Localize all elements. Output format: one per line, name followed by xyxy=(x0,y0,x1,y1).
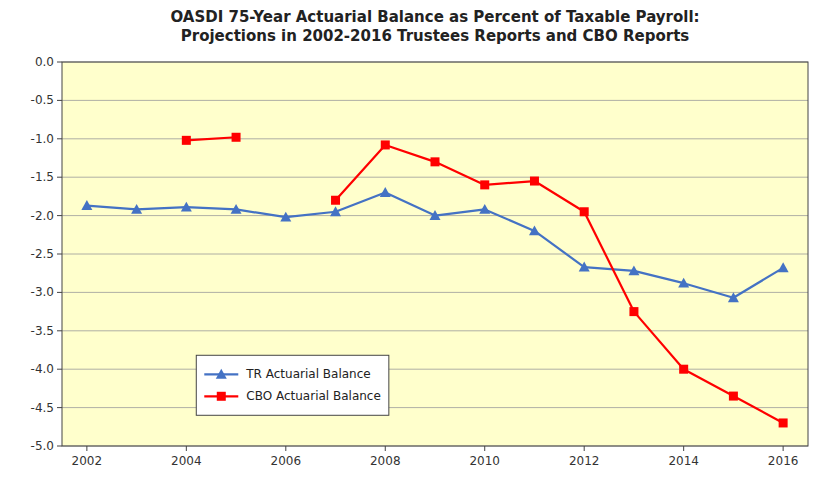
y-tick xyxy=(57,369,62,370)
y-tick-label: -2.0 xyxy=(31,209,54,223)
title-line: OASDI 75-Year Actuarial Balance as Perce… xyxy=(170,8,699,26)
point-marker xyxy=(232,133,241,142)
axes: 0.0 -0.5 -1.0 -1.5 -2.0 -2.5 -3.0 -3.5 -4.0 -4.5 -… xyxy=(31,55,808,468)
grid-line xyxy=(62,369,808,370)
y-tick xyxy=(57,100,62,101)
y-tick xyxy=(57,407,62,408)
legend-item: CBO Actuarial Balance xyxy=(204,389,381,403)
point-marker xyxy=(479,204,490,214)
legend: TR Actuarial Balance CBO Actuarial Balanc… xyxy=(196,355,389,415)
x-tick xyxy=(385,446,386,451)
series xyxy=(182,133,788,428)
y-tick-label: -1.5 xyxy=(31,170,54,184)
point-marker xyxy=(778,262,789,272)
point-marker xyxy=(580,207,589,216)
x-tick xyxy=(783,446,784,451)
x-tick xyxy=(285,446,286,451)
point-marker xyxy=(530,177,539,186)
x-tick-label: 2004 xyxy=(171,454,202,468)
x-tick-label: 2010 xyxy=(469,454,500,468)
title-line: Projections in 2002-2016 Trustees Report… xyxy=(181,27,690,45)
series xyxy=(81,187,788,302)
y-tick xyxy=(57,330,62,331)
point-marker xyxy=(679,365,688,374)
x-tick-label: 2008 xyxy=(370,454,401,468)
y-tick xyxy=(57,254,62,255)
grid-line xyxy=(62,254,808,255)
x-tick xyxy=(683,446,684,451)
y-tick xyxy=(57,446,62,447)
point-marker xyxy=(579,262,590,272)
y-tick-label: -2.5 xyxy=(31,247,54,261)
point-marker xyxy=(181,202,192,212)
point-marker xyxy=(280,212,291,222)
title: OASDI 75-Year Actuarial Balance as Perce… xyxy=(170,8,699,45)
grid-line xyxy=(62,330,808,331)
point-marker xyxy=(779,418,788,427)
point-marker xyxy=(728,292,739,302)
chart: OASDI 75-Year Actuarial Balance as Perce… xyxy=(0,0,822,482)
point-marker xyxy=(480,180,489,189)
legend-marker xyxy=(216,369,227,379)
y-tick-label: -4.0 xyxy=(31,362,54,376)
y-tick-label: -3.0 xyxy=(31,285,54,299)
point-marker xyxy=(629,307,638,316)
point-marker xyxy=(231,204,242,214)
x-tick-label: 2002 xyxy=(72,454,103,468)
x-tick-label: 2012 xyxy=(569,454,600,468)
point-marker xyxy=(628,265,639,275)
point-marker xyxy=(81,200,92,210)
x-tick-label: 2016 xyxy=(768,454,799,468)
x-tick xyxy=(186,446,187,451)
point-marker xyxy=(330,206,341,216)
x-tick xyxy=(484,446,485,451)
legend-label: CBO Actuarial Balance xyxy=(246,389,381,403)
grid-line xyxy=(62,292,808,293)
data-area xyxy=(81,133,788,428)
legend-box xyxy=(196,355,389,415)
y-tick xyxy=(57,62,62,63)
point-marker xyxy=(380,187,391,197)
series-line xyxy=(186,137,236,140)
y-tick xyxy=(57,292,62,293)
legend-label: TR Actuarial Balance xyxy=(245,367,370,381)
point-marker xyxy=(131,204,142,214)
point-marker xyxy=(430,210,441,220)
plot-frame xyxy=(62,62,808,446)
x-tick xyxy=(584,446,585,451)
y-tick-label: -4.5 xyxy=(31,401,54,415)
y-tick xyxy=(57,138,62,139)
y-tick-label: -3.5 xyxy=(31,324,54,338)
x-tick-label: 2006 xyxy=(271,454,302,468)
point-marker xyxy=(431,157,440,166)
y-tick xyxy=(57,177,62,178)
plot-background xyxy=(62,62,808,446)
grid-line xyxy=(62,407,808,408)
y-tick-label: 0.0 xyxy=(35,55,54,69)
point-marker xyxy=(529,225,540,235)
point-marker xyxy=(381,140,390,149)
x-tick-label: 2014 xyxy=(668,454,699,468)
y-tick-label: -1.0 xyxy=(31,132,54,146)
point-marker xyxy=(678,278,689,288)
point-marker xyxy=(331,196,340,205)
y-tick xyxy=(57,215,62,216)
grid-line xyxy=(62,100,808,101)
series-line xyxy=(336,145,784,423)
series-line xyxy=(87,193,783,298)
point-marker xyxy=(729,392,738,401)
x-tick xyxy=(86,446,87,451)
y-tick-label: -5.0 xyxy=(31,439,54,453)
legend-item: TR Actuarial Balance xyxy=(204,367,370,381)
grid-line xyxy=(62,177,808,178)
y-tick-label: -0.5 xyxy=(31,93,54,107)
point-marker xyxy=(182,136,191,145)
legend-marker xyxy=(217,392,226,401)
grid-line xyxy=(62,138,808,139)
